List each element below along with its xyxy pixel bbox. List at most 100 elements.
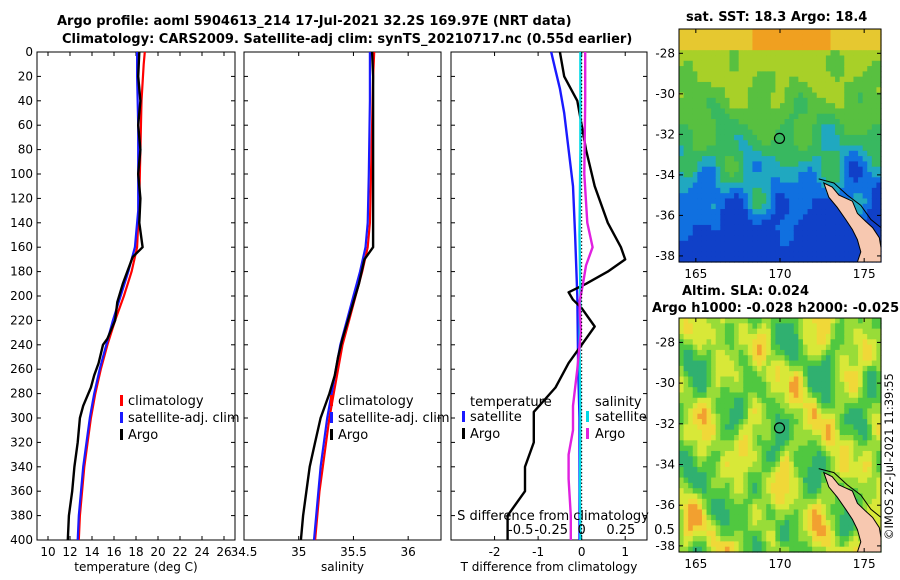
sla_map-cell	[766, 355, 772, 362]
sla_map-cell	[807, 339, 813, 346]
sst_map-cell	[738, 251, 744, 258]
sla_map-cell	[780, 408, 786, 415]
difference-series-temperature-satellite	[550, 51, 581, 540]
sst_map-cell	[821, 209, 827, 215]
sst_map-cell	[876, 150, 882, 157]
sst_map-cell	[858, 124, 864, 131]
sla_map-cell	[816, 477, 822, 484]
sst_map-cell	[871, 44, 878, 51]
sla_map-cell	[825, 488, 832, 495]
sst_map-cell	[706, 113, 712, 120]
sla_map-cell	[729, 318, 735, 324]
sla_map-cell	[752, 323, 758, 330]
sla_map-cell	[729, 493, 735, 500]
sst_map-cell	[766, 182, 772, 189]
sst_map-cell	[770, 113, 777, 120]
sst_map-cell	[738, 97, 744, 104]
sla_map-cell	[807, 381, 813, 388]
sst_map-cell	[761, 71, 767, 78]
sla_map-cell	[734, 355, 740, 362]
sst_map-cell	[853, 97, 859, 104]
sst_map-cell	[780, 81, 786, 88]
sst_map-cell	[830, 256, 836, 263]
sst_map-cell	[816, 55, 822, 62]
sla_map-cell	[835, 498, 841, 505]
sst_map-cell	[798, 187, 804, 194]
sst_map-cell	[802, 119, 809, 125]
sst_map-cell	[679, 161, 685, 168]
sla_map-cell	[876, 493, 882, 500]
sst_map-cell	[701, 246, 708, 253]
sla_map-cell	[876, 509, 882, 516]
sla_map-cell	[784, 493, 790, 500]
sla_map-cell	[789, 355, 795, 362]
sla_map-cell	[876, 477, 882, 484]
sst_map-cell	[724, 145, 731, 152]
sla_map-cell	[757, 440, 763, 447]
sst_map-cell	[697, 156, 703, 162]
sst_map-cell	[757, 198, 763, 205]
sla_map-cell	[701, 365, 708, 372]
sla_map-cell	[858, 339, 864, 346]
sst_map-cell	[802, 187, 809, 194]
sla_map-cell	[752, 450, 758, 457]
sla_map-cell	[743, 514, 749, 521]
sst_map-cell	[812, 119, 818, 125]
sst_map-cell	[871, 214, 878, 221]
salinity-series-climatology	[314, 51, 376, 541]
sst_map-cell	[812, 39, 818, 46]
sst_map-cell	[821, 156, 827, 162]
sla_map-cell	[743, 493, 749, 500]
sst_map-cell	[734, 44, 740, 51]
sla_map-cell	[715, 440, 721, 447]
sst_map-cell	[825, 251, 832, 258]
sst_map-cell	[862, 214, 868, 221]
sla_map-cell	[688, 530, 694, 537]
sst_map-cell	[734, 60, 740, 67]
sst_map-cell	[798, 140, 804, 147]
sst_map-cell	[825, 235, 832, 242]
sst_map-cell	[683, 81, 689, 88]
sst_map-cell	[848, 55, 855, 62]
sst_map-cell	[747, 145, 754, 152]
sst_map-cell	[807, 240, 813, 247]
sst_map-cell	[848, 124, 855, 131]
sst_map-cell	[775, 251, 781, 258]
sla_map-cell	[734, 514, 740, 521]
sla_map-cell	[757, 371, 763, 378]
sla_map-cell	[697, 488, 703, 495]
sst_map-cell	[711, 129, 717, 136]
sla_map-cell	[853, 477, 859, 484]
sla_map-cell	[867, 466, 873, 473]
sla_map-cell	[793, 344, 799, 351]
sla_map-cell	[697, 466, 703, 473]
sla_map-cell	[848, 323, 855, 330]
sla_map-cell	[835, 477, 841, 484]
sst_map-cell	[761, 108, 767, 115]
sst_map-cell	[798, 108, 804, 115]
sla_map-cell	[780, 546, 786, 553]
sst_map-cell	[784, 55, 790, 62]
sst_map-cell	[793, 124, 799, 131]
sla_map-cell	[724, 397, 731, 404]
sst_map-cell	[752, 81, 758, 88]
sla_map-cell	[862, 339, 868, 346]
sst_map-cell	[830, 140, 836, 147]
sla_map-cell	[839, 387, 845, 394]
sla_map-cell	[780, 349, 786, 356]
sla_map-cell	[706, 355, 712, 362]
sst_map-cell	[706, 29, 712, 35]
sst_map-cell	[825, 224, 832, 231]
sla_map-cell	[692, 530, 698, 537]
sst_map-cell	[757, 145, 763, 152]
sst_map-cell	[789, 134, 795, 141]
sst_map-cell	[793, 55, 799, 62]
sst_map-cell	[770, 171, 777, 178]
sst_map-cell	[738, 129, 744, 136]
sla_map-cell	[729, 530, 735, 537]
sla_map-cell	[821, 461, 827, 468]
sst_map-cell	[835, 171, 841, 178]
sla_map-cell	[683, 333, 689, 340]
sst_map-cell	[862, 145, 868, 152]
sla_map-cell	[720, 466, 726, 473]
